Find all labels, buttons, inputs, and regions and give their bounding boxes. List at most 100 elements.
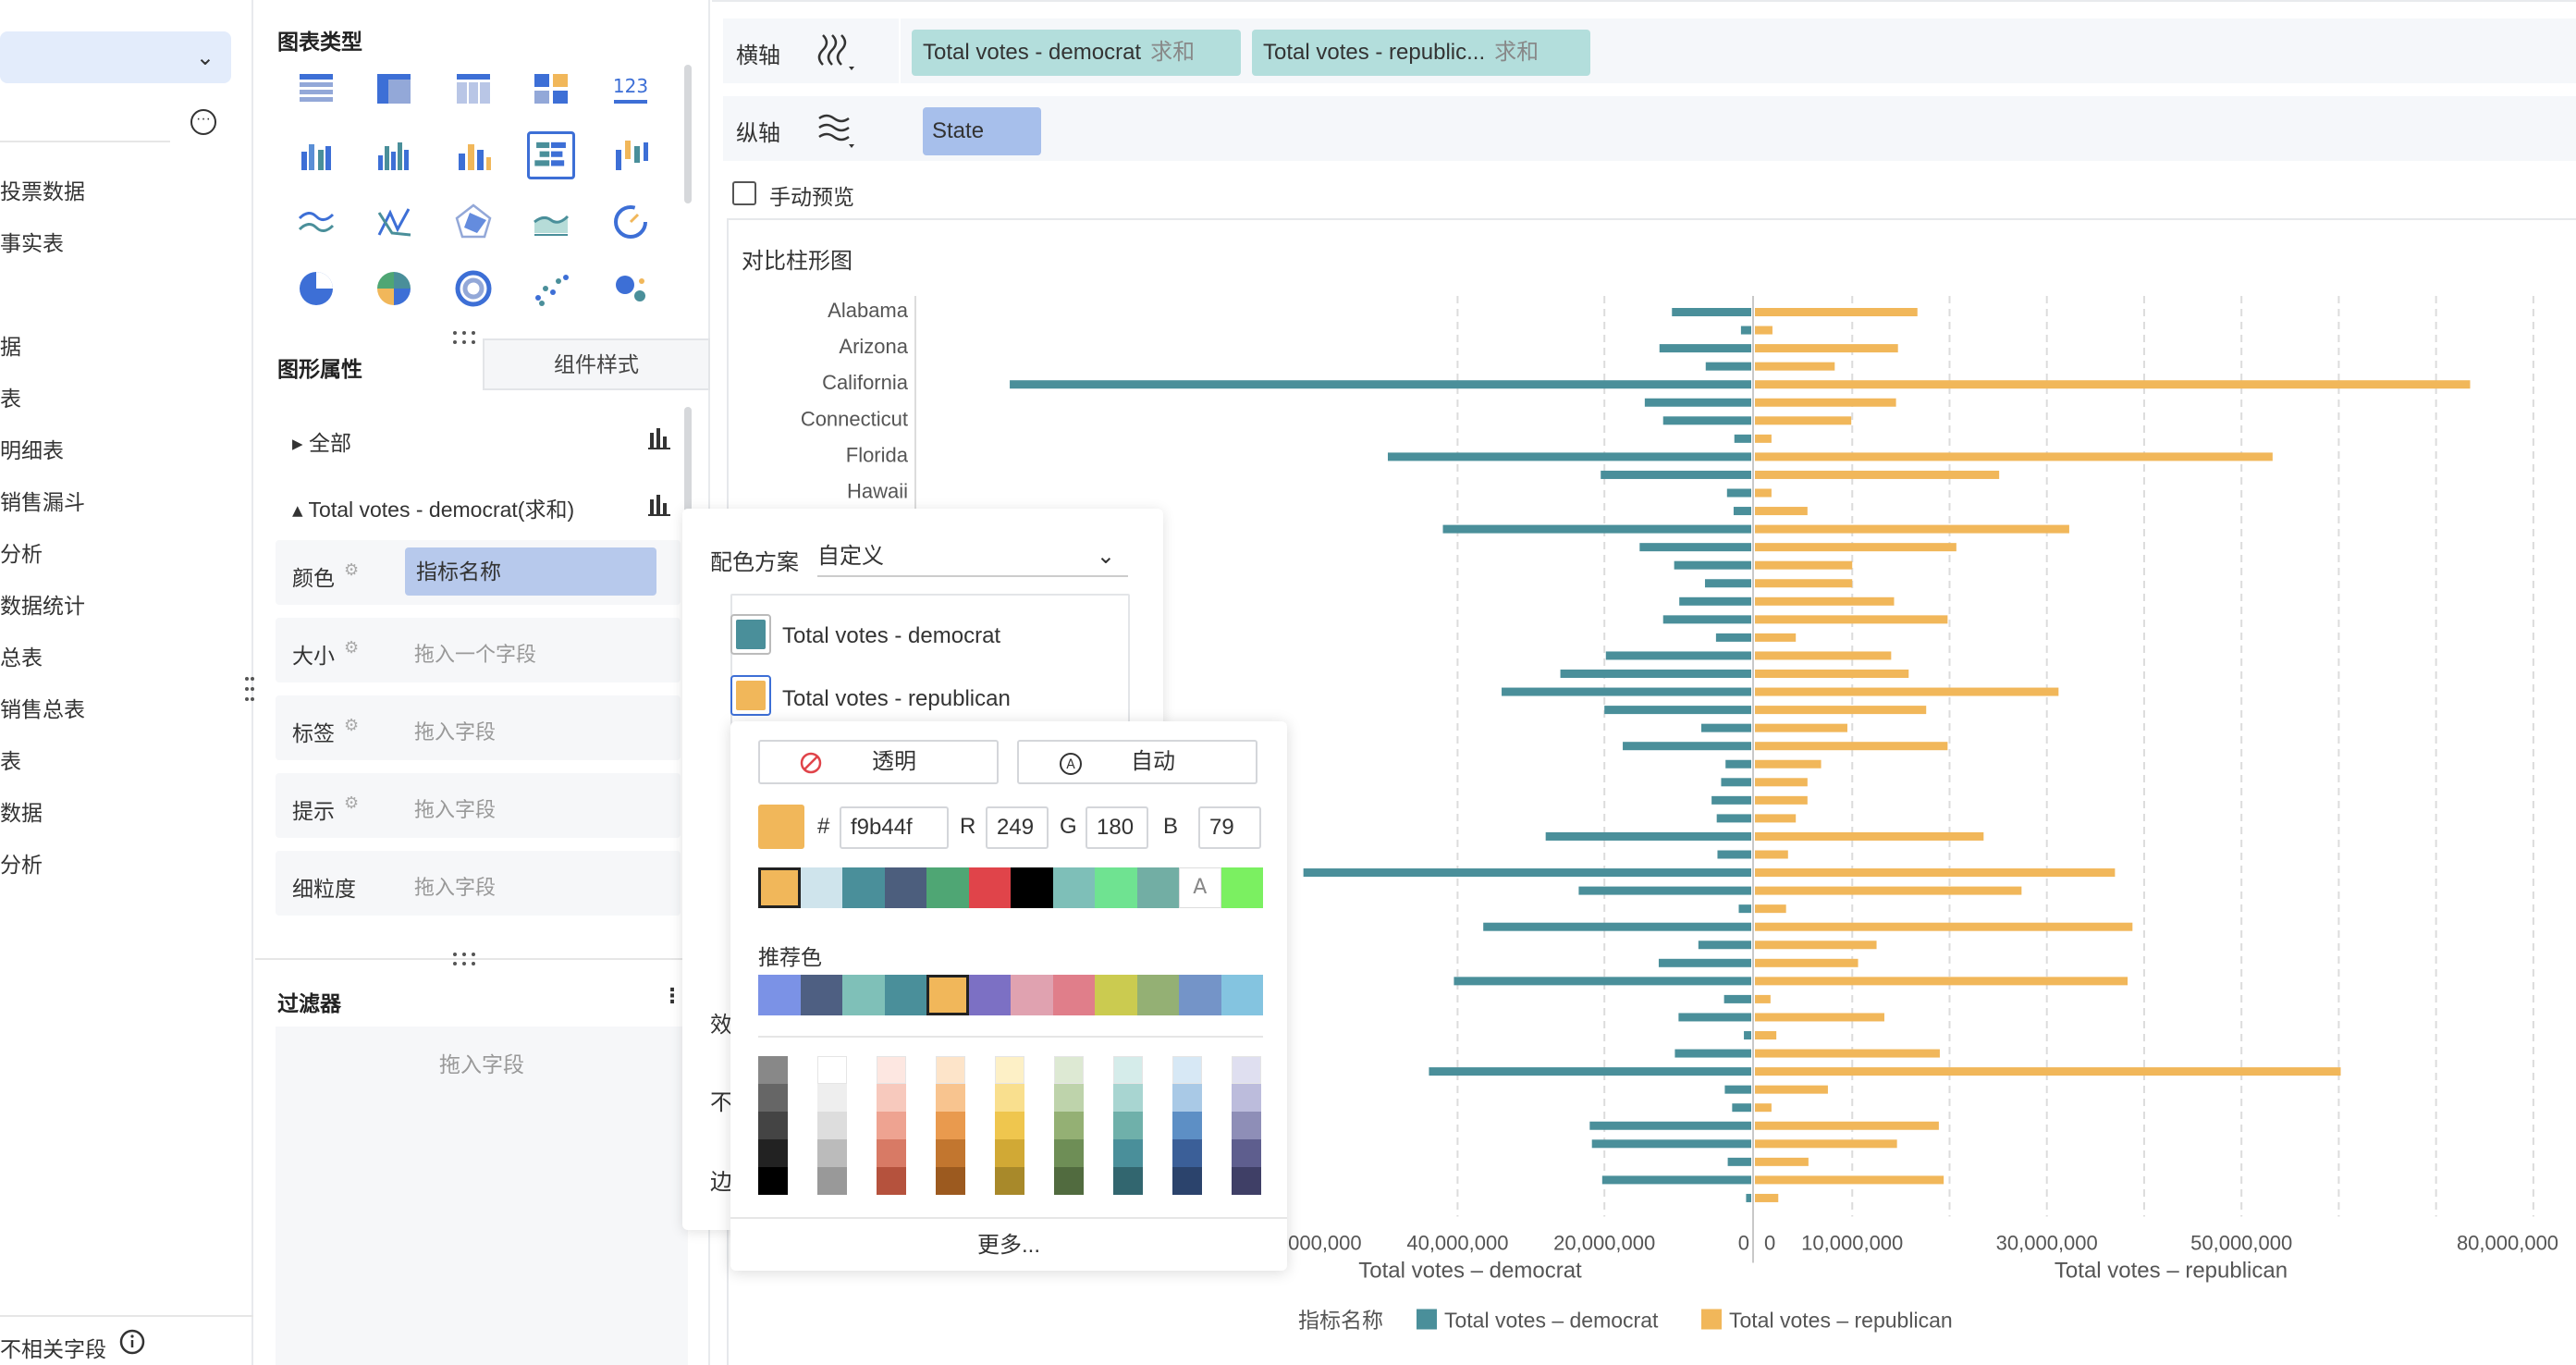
g-input[interactable]: 180 <box>1086 806 1148 849</box>
more-colors-button[interactable]: 更多... <box>976 1233 1040 1258</box>
gear-icon[interactable]: ⚙ <box>344 638 360 657</box>
shade-swatch[interactable] <box>877 1084 906 1112</box>
shade-swatch[interactable] <box>936 1084 965 1112</box>
radar-line-icon[interactable] <box>370 198 418 246</box>
scatter-chart-icon[interactable] <box>527 264 575 313</box>
field-item[interactable]: 销售漏斗 <box>0 490 85 514</box>
gear-icon[interactable]: ⚙ <box>344 560 360 579</box>
recommended-swatch[interactable] <box>800 975 842 1015</box>
shade-swatch[interactable] <box>758 1167 788 1195</box>
shade-swatch[interactable] <box>1054 1084 1084 1112</box>
auto-color-button[interactable]: A 自动 <box>1017 740 1257 784</box>
shade-swatch[interactable] <box>936 1056 965 1084</box>
shade-swatch[interactable] <box>995 1084 1024 1112</box>
shade-swatch[interactable] <box>1172 1056 1202 1084</box>
shade-swatch[interactable] <box>1172 1139 1202 1167</box>
field-item[interactable]: 销售总表 <box>0 697 85 721</box>
shade-swatch[interactable] <box>1172 1112 1202 1139</box>
shade-swatch[interactable] <box>758 1056 788 1084</box>
drop-placeholder[interactable]: 拖入字段 <box>414 720 497 744</box>
color-swatch[interactable] <box>884 867 926 908</box>
field-item[interactable]: 表 <box>0 749 21 773</box>
color-swatch[interactable] <box>1136 867 1179 908</box>
recommended-swatch[interactable] <box>968 975 1011 1015</box>
shade-swatch[interactable] <box>1054 1167 1084 1195</box>
drag-handle-icon[interactable] <box>451 951 477 969</box>
shade-swatch[interactable] <box>995 1167 1024 1195</box>
shade-swatch[interactable] <box>1054 1112 1084 1139</box>
color-swatch[interactable] <box>1052 867 1095 908</box>
bar-chart-icon[interactable] <box>449 131 497 179</box>
drop-placeholder[interactable]: 拖入字段 <box>414 876 497 899</box>
color-swatch[interactable] <box>926 867 969 908</box>
gear-icon[interactable]: ⚙ <box>344 716 360 734</box>
dashboard-icon[interactable] <box>527 65 575 113</box>
shade-swatch[interactable] <box>1113 1084 1143 1112</box>
granularity-property-row[interactable]: 细粒度 拖入字段 <box>276 851 681 916</box>
irrelevant-fields-toggle[interactable]: 不相关字段 <box>0 1337 106 1361</box>
recommended-swatch[interactable] <box>1221 975 1263 1015</box>
x-field-pill-republican[interactable]: Total votes - republic... 求和 <box>1252 30 1590 76</box>
shade-swatch[interactable] <box>877 1112 906 1139</box>
democrat-color-swatch[interactable] <box>730 614 771 655</box>
shade-swatch[interactable] <box>758 1084 788 1112</box>
shade-swatch[interactable] <box>1113 1112 1143 1139</box>
transparent-button[interactable]: 透明 <box>758 740 999 784</box>
color-field-pill[interactable]: 指标名称 <box>405 547 656 596</box>
field-item[interactable]: 投票数据 <box>0 179 85 203</box>
filter-drop-area[interactable]: 拖入字段 <box>276 1027 688 1365</box>
color-swatch[interactable] <box>758 867 801 908</box>
color-swatch[interactable] <box>842 867 885 908</box>
shade-swatch[interactable] <box>1232 1167 1261 1195</box>
bar-type-icon[interactable] <box>647 425 671 449</box>
shade-swatch[interactable] <box>936 1112 965 1139</box>
recommended-swatch[interactable] <box>842 975 885 1015</box>
y-field-pill-state[interactable]: State <box>923 107 1041 155</box>
shade-swatch[interactable] <box>817 1139 847 1167</box>
shade-swatch[interactable] <box>1113 1056 1143 1084</box>
x-axis-shelf[interactable]: 横轴 Total votes - democrat 求和 Total votes … <box>723 18 2576 83</box>
info-icon[interactable] <box>118 1328 146 1356</box>
field-item[interactable]: 分析 <box>0 542 43 566</box>
manual-preview-checkbox[interactable] <box>732 181 756 205</box>
detail-table-icon[interactable] <box>449 65 497 113</box>
recommended-swatch[interactable] <box>926 975 969 1015</box>
area-chart-icon[interactable] <box>527 198 575 246</box>
donut-chart-icon[interactable] <box>449 264 497 313</box>
axis-swap-icon[interactable] <box>816 109 860 150</box>
gauge-icon[interactable] <box>607 198 655 246</box>
shade-swatch[interactable] <box>817 1112 847 1139</box>
all-series-toggle[interactable]: ▸ 全部 <box>292 431 351 455</box>
field-item[interactable]: 事实表 <box>0 231 64 255</box>
drag-handle-icon[interactable] <box>451 329 477 348</box>
field-item[interactable]: 表 <box>0 387 21 411</box>
gear-icon[interactable]: ⚙ <box>344 793 360 812</box>
shade-swatch[interactable] <box>1113 1167 1143 1195</box>
shade-swatch[interactable] <box>1054 1139 1084 1167</box>
crosstab-icon[interactable] <box>370 65 418 113</box>
shade-swatch[interactable] <box>995 1139 1024 1167</box>
field-item[interactable]: 总表 <box>0 646 43 670</box>
bubble-chart-icon[interactable] <box>607 264 655 313</box>
recommended-swatch[interactable] <box>1136 975 1179 1015</box>
hex-input[interactable]: f9b44f <box>840 806 949 849</box>
shade-swatch[interactable] <box>877 1167 906 1195</box>
comparison-bar-icon[interactable] <box>527 131 575 179</box>
shade-swatch[interactable] <box>758 1112 788 1139</box>
field-item[interactable]: 分析 <box>0 853 43 877</box>
y-axis-shelf[interactable]: 纵轴 State <box>723 96 2576 161</box>
color-swatch[interactable] <box>968 867 1011 908</box>
label-property-row[interactable]: 标签 ⚙ 拖入字段 <box>276 695 681 760</box>
shade-swatch[interactable] <box>1232 1084 1261 1112</box>
shade-swatch[interactable] <box>1054 1056 1084 1084</box>
recommended-swatch[interactable] <box>1011 975 1053 1015</box>
shade-swatch[interactable] <box>758 1139 788 1167</box>
x-field-pill-democrat[interactable]: Total votes - democrat 求和 <box>912 30 1241 76</box>
recommended-swatch[interactable] <box>758 975 801 1015</box>
scrollbar[interactable] <box>684 407 692 536</box>
shade-swatch[interactable] <box>877 1056 906 1084</box>
shade-swatch[interactable] <box>995 1112 1024 1139</box>
table-icon[interactable] <box>292 65 340 113</box>
field-item[interactable]: 明细表 <box>0 438 64 462</box>
series-toggle[interactable]: ▴ Total votes - democrat(求和) <box>292 498 575 522</box>
